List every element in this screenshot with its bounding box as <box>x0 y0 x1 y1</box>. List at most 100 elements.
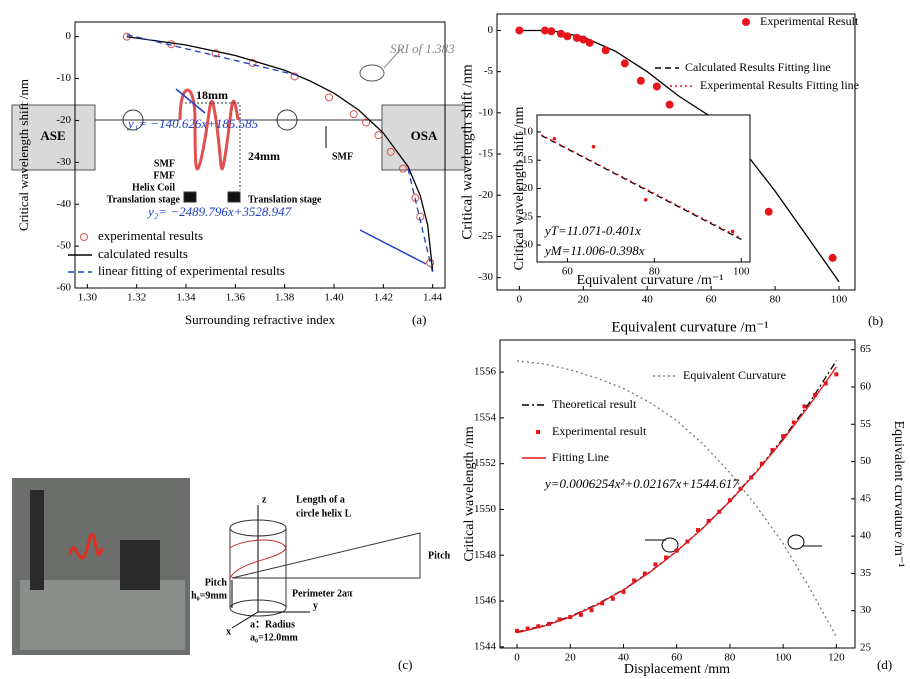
legend-label: Experimental Result <box>760 14 859 28</box>
y-tick-label: -30 <box>56 156 71 168</box>
series-line <box>519 29 840 283</box>
y-tick-label: 1556 <box>474 366 497 378</box>
x-axis-label: Equivalent curvature /m⁻¹ <box>577 273 724 288</box>
y-tick-label: -60 <box>56 282 71 294</box>
y-tick-label: -25 <box>518 210 533 222</box>
ase-box <box>11 104 96 171</box>
x-tick-label: 1.42 <box>374 292 393 304</box>
y-tick-label: 1554 <box>474 411 497 423</box>
panel-label: (d) <box>877 657 892 672</box>
y-axis-label: Critical wavelength /nm <box>462 426 477 561</box>
panel-label: (a) <box>412 312 426 327</box>
label: x <box>226 626 231 637</box>
fiber-loop <box>276 109 298 131</box>
label: Pitch <box>428 550 451 561</box>
annotation: yM=11.006-0.398x <box>543 243 645 258</box>
label: Helix Coil <box>132 182 175 193</box>
marker <box>759 461 764 466</box>
y2-tick-label: 55 <box>860 418 872 430</box>
unrolled-triangle <box>231 532 421 579</box>
plot-frame <box>74 21 446 289</box>
x-axis-label: Displacement /mm <box>624 662 730 677</box>
x-tick-label: 1.44 <box>423 292 443 304</box>
x-tick-label: 100 <box>831 294 848 306</box>
y-tick-label: -20 <box>478 189 493 201</box>
y-tick-label: 0 <box>488 24 494 36</box>
marker <box>802 404 807 409</box>
marker <box>399 164 408 173</box>
marker <box>791 420 796 425</box>
marker <box>552 136 557 141</box>
x-tick-label: 20 <box>578 294 590 306</box>
legend-label: Experimental result <box>552 424 647 438</box>
x-tick-label: 120 <box>828 652 845 664</box>
photo-table <box>20 580 185 650</box>
annotation: y=0.0006254x²+0.02167x+1544.617 <box>543 476 739 491</box>
y-tick-label: -15 <box>478 148 493 160</box>
marker <box>248 59 257 68</box>
marker <box>386 147 395 156</box>
x-tick-label: 1.30 <box>78 292 98 304</box>
annotation: yT=11.071-0.401x <box>543 223 641 238</box>
y-tick-label: 0 <box>66 30 72 42</box>
plot-frame <box>499 339 856 649</box>
legend-label: Theoretical result <box>552 397 637 411</box>
label: z <box>262 494 267 505</box>
label: SMF <box>332 151 353 162</box>
label: h₀=9mm <box>191 590 228 601</box>
marker <box>540 26 549 35</box>
x-tick-label: 1.34 <box>176 292 196 304</box>
marker <box>695 528 700 533</box>
y-tick-label: -20 <box>518 182 533 194</box>
marker <box>556 29 565 38</box>
label: OSA <box>411 128 438 143</box>
x-tick-label: 60 <box>706 294 718 306</box>
series-line <box>126 33 434 274</box>
marker <box>515 628 520 633</box>
label: a：Radius <box>250 619 295 630</box>
marker <box>572 33 581 42</box>
series-line <box>516 360 837 638</box>
x-tick-label: 20 <box>565 652 577 664</box>
label: a₀=12.0mm <box>250 632 299 643</box>
osa-box <box>381 104 466 171</box>
y-tick-label: 1552 <box>474 457 496 469</box>
marker <box>620 59 629 68</box>
label: Translation stage <box>248 194 322 205</box>
marker <box>426 258 435 267</box>
legend-label: Equivalent Curvature <box>683 368 786 382</box>
label: 18mm <box>196 88 228 102</box>
marker <box>374 131 383 140</box>
legend-marker <box>536 430 540 434</box>
label: circle helix L <box>296 508 352 519</box>
x-tick-label: 1.40 <box>324 292 344 304</box>
highlight-ellipse <box>661 537 679 553</box>
x-axis-label: Equivalent curvature /m⁻¹ <box>611 319 768 335</box>
x-tick-label: 1.32 <box>127 292 146 304</box>
chart: 60 80 100 -30 -25 -20 -15 -10 Equivalent curvatu… <box>512 60 859 288</box>
y2-tick-label: 25 <box>860 642 872 654</box>
label: FMF <box>153 170 175 181</box>
x-tick-label: 80 <box>724 652 736 664</box>
legend-marker <box>742 18 750 26</box>
y-tick-label: -30 <box>478 271 493 283</box>
marker <box>727 498 732 503</box>
y-axis-label: Critical wavelength shift /nm <box>459 64 475 240</box>
marker <box>563 32 572 41</box>
x-axis <box>231 611 259 629</box>
x-tick-label: 100 <box>733 266 750 278</box>
setup-diagram <box>11 88 466 655</box>
x-tick-label: 60 <box>562 266 574 278</box>
chart-decorations <box>175 49 822 553</box>
marker <box>589 608 594 613</box>
marker <box>632 578 637 583</box>
panel-label: (c) <box>398 657 412 672</box>
label: 24mm <box>248 149 280 163</box>
label: ASE <box>40 128 65 143</box>
marker <box>834 372 839 377</box>
marker <box>600 601 605 606</box>
x-tick-label: 80 <box>770 294 782 306</box>
marker <box>585 38 594 47</box>
